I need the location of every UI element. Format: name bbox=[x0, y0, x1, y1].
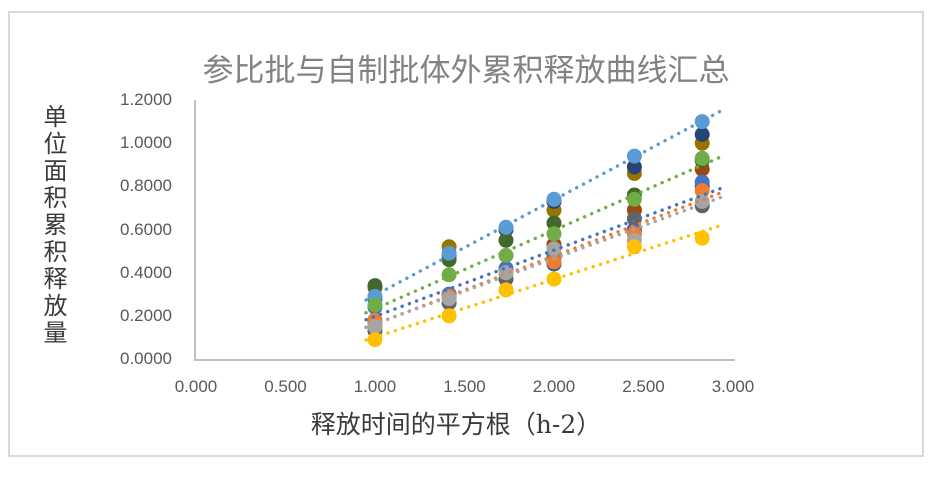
data-marker-series-green bbox=[367, 297, 383, 313]
trendline-series-gray bbox=[364, 194, 726, 329]
data-marker-series-gold bbox=[626, 239, 642, 255]
data-marker-series-navy bbox=[694, 127, 710, 142]
data-marker-series-gold bbox=[694, 230, 710, 246]
data-marker-series-gray bbox=[367, 319, 383, 335]
y-tick-label: 1.2000 bbox=[120, 90, 172, 109]
data-marker-series-light-blue bbox=[626, 148, 642, 164]
data-marker-series-light-blue bbox=[441, 245, 457, 261]
x-tick-label: 0.000 bbox=[174, 377, 218, 396]
x-axis-line bbox=[194, 359, 735, 361]
trendline-series-light-blue bbox=[364, 107, 726, 302]
data-marker-series-dark-green bbox=[498, 232, 514, 248]
y-tick-label: 1.0000 bbox=[120, 133, 172, 153]
data-marker-series-orange bbox=[546, 254, 562, 270]
y-axis-line bbox=[194, 100, 196, 361]
x-tick-label: 2.000 bbox=[532, 377, 576, 396]
data-marker-series-gray bbox=[441, 291, 457, 307]
data-marker-series-green bbox=[441, 267, 457, 283]
trendline-series-green bbox=[364, 153, 726, 315]
data-marker-series-dark-gray bbox=[626, 211, 642, 227]
x-tick-label: 3.000 bbox=[711, 377, 755, 396]
trendline-series-orange bbox=[364, 189, 726, 330]
chart-border bbox=[8, 11, 924, 457]
data-marker-series-green bbox=[626, 191, 642, 207]
trendline-series-gold bbox=[364, 222, 726, 342]
data-marker-series-green bbox=[498, 247, 514, 263]
data-marker-series-gold bbox=[546, 271, 562, 287]
data-marker-series-navy bbox=[626, 159, 642, 175]
data-marker-series-gold bbox=[367, 332, 383, 348]
data-marker-series-light-blue bbox=[546, 191, 562, 207]
data-marker-series-green bbox=[694, 150, 710, 166]
y-tick-label: 0.0000 bbox=[120, 349, 172, 368]
x-axis-title: 释放时间的平方根（h-2） bbox=[310, 410, 602, 439]
data-marker-series-light-blue bbox=[694, 114, 710, 130]
y-tick-label: 0.2000 bbox=[120, 305, 172, 325]
y-axis-title: 单位面积累积释放量 bbox=[39, 103, 67, 347]
x-tick-label: 1.000 bbox=[353, 377, 397, 396]
chart-title: 参比批与自制批体外累积释放曲线汇总 bbox=[202, 53, 730, 89]
y-tick-label: 0.8000 bbox=[120, 176, 172, 196]
trendline-series-blue bbox=[364, 185, 726, 322]
x-tick-label: 0.500 bbox=[264, 377, 307, 396]
x-tick-label: 1.500 bbox=[443, 377, 486, 396]
data-marker-series-gold bbox=[498, 282, 514, 298]
y-tick-label: 0.6000 bbox=[120, 219, 172, 239]
data-marker-series-dark-green bbox=[367, 278, 383, 294]
x-tick-label: 2.500 bbox=[622, 377, 665, 396]
y-tick-label: 0.4000 bbox=[120, 262, 172, 282]
data-marker-series-dark-green bbox=[546, 215, 562, 231]
